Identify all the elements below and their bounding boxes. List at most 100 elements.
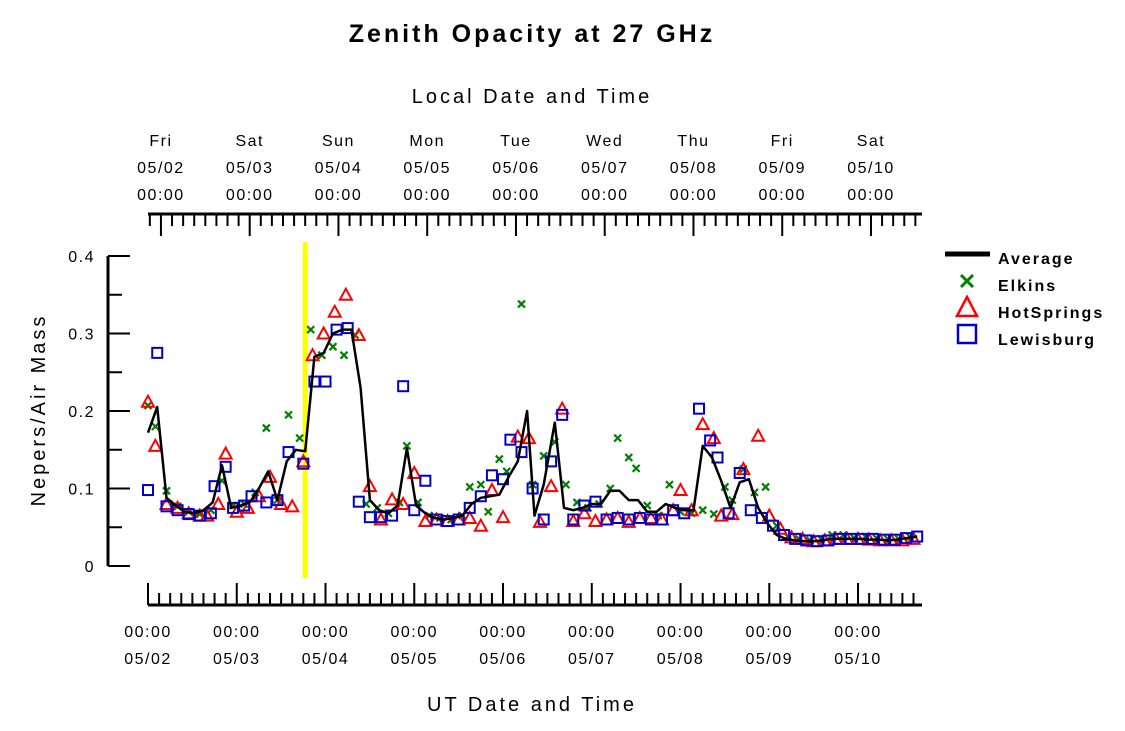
marker-stroke [709,509,719,519]
elkins-point [284,410,293,420]
axes: 00:00 05/02 00:00 05/03 00:00 05/04 00:00 05/05… [68,133,922,668]
legend-swatch-x [959,273,975,289]
top-tick-time: 00:00 [137,187,185,204]
bottom-tick-date: 05/04 [302,651,350,668]
y-tick-label: 0 [85,559,95,576]
elkins-point [328,342,338,351]
legend-item-hotsprings: HotSprings [954,294,1102,322]
lewisburg-point [308,375,321,388]
elkins-point [306,325,315,334]
hotsprings-point [643,509,659,524]
marker-stroke [605,484,615,493]
marker-stroke [306,325,315,334]
hotsprings-point [554,400,570,415]
y-tick-label: 0.1 [68,482,95,499]
hotsprings-point [384,491,400,506]
marker-stroke [665,480,674,489]
hotsprings-point [565,512,581,528]
marker-stroke [613,433,622,443]
marker-stroke [476,480,486,489]
lewisburg-point [297,457,310,470]
lewisburg-point [656,513,669,526]
elkins-point [143,401,153,410]
top-tick-time: 00:00 [847,187,895,204]
marker-stroke [631,464,641,473]
top-tick-day: Sat [857,133,886,150]
top-tick-date: 05/06 [492,160,540,177]
top-tick-date: 05/03 [226,160,274,177]
top-tick-time: 00:00 [226,187,274,204]
lewisburg-point [452,513,465,526]
lewisburg-point [341,322,354,335]
lewisburg-point [678,507,691,520]
hotsprings-point [532,513,548,528]
top-tick-time: 00:00 [492,187,540,204]
hotsprings-point [473,517,489,532]
y-tick-label: 0.3 [68,327,95,344]
lewisburg-point [644,513,657,526]
series-layer [140,286,924,548]
top-tick-day: Sat [235,133,264,150]
marker-stroke [295,433,304,443]
hotsprings-point [706,430,722,445]
top-tick-date: 05/02 [137,160,185,177]
hotsprings-point [576,505,593,520]
hotsprings-point [587,512,604,528]
average-series-line [146,328,918,543]
bottom-tick-time: 00:00 [834,624,882,641]
legend-label: Lewisburg [998,332,1096,349]
legend-label: Elkins [998,278,1057,295]
bottom-tick-date: 05/09 [746,651,794,668]
elkins-point [698,505,707,515]
lewisburg-point [744,504,757,517]
hotsprings-point [262,468,278,483]
lewisburg-point [693,402,706,415]
lewisburg-point [374,511,387,524]
elkins-point [339,350,349,360]
elkins-point [465,482,475,492]
y-tick-label: 0.2 [68,404,95,421]
hotsprings-point [217,445,234,460]
marker-stroke [465,482,475,492]
hotsprings-point [210,495,226,510]
lewisburg-point [556,408,569,421]
elkins-point [613,433,622,443]
marker-stroke [495,454,504,464]
lewisburg-point [397,380,410,393]
hotsprings-point [327,303,343,318]
hotsprings-point [462,509,478,524]
marker-stroke [262,423,271,433]
bottom-tick-date: 05/06 [479,651,527,668]
legend-label: Average [998,251,1075,268]
hotsprings-series [140,286,922,548]
hotsprings-point [417,512,434,528]
hotsprings-point [240,499,256,514]
marker-stroke [561,480,571,489]
lewisburg-point [441,515,454,528]
marker-stroke [328,342,338,351]
bottom-tick-time: 00:00 [568,624,616,641]
hotsprings-point [273,495,289,510]
x-axis-label: UT Date and Time [427,694,637,716]
hotsprings-point [284,498,300,513]
lewisburg-series [142,322,924,548]
bottom-tick-time: 00:00 [213,624,261,641]
bottom-tick-time: 00:00 [479,624,527,641]
bottom-tick-date: 05/02 [124,651,172,668]
lewisburg-point [227,501,240,514]
marker-stroke [750,488,759,497]
lewisburg-point [363,511,376,524]
elkins-point [295,433,304,443]
hotsprings-point [495,509,511,524]
hotsprings-point [543,478,559,493]
y-axis-label: Nepers/Air Mass [28,314,50,507]
hotsprings-point [373,511,389,526]
marker-stroke [517,299,526,309]
bottom-tick-date: 05/07 [568,651,616,668]
elkins-point [483,507,493,517]
elkins-point [624,453,634,462]
lewisburg-point [722,507,735,520]
elkins-point [561,480,571,489]
legend-swatch-square [956,323,978,345]
